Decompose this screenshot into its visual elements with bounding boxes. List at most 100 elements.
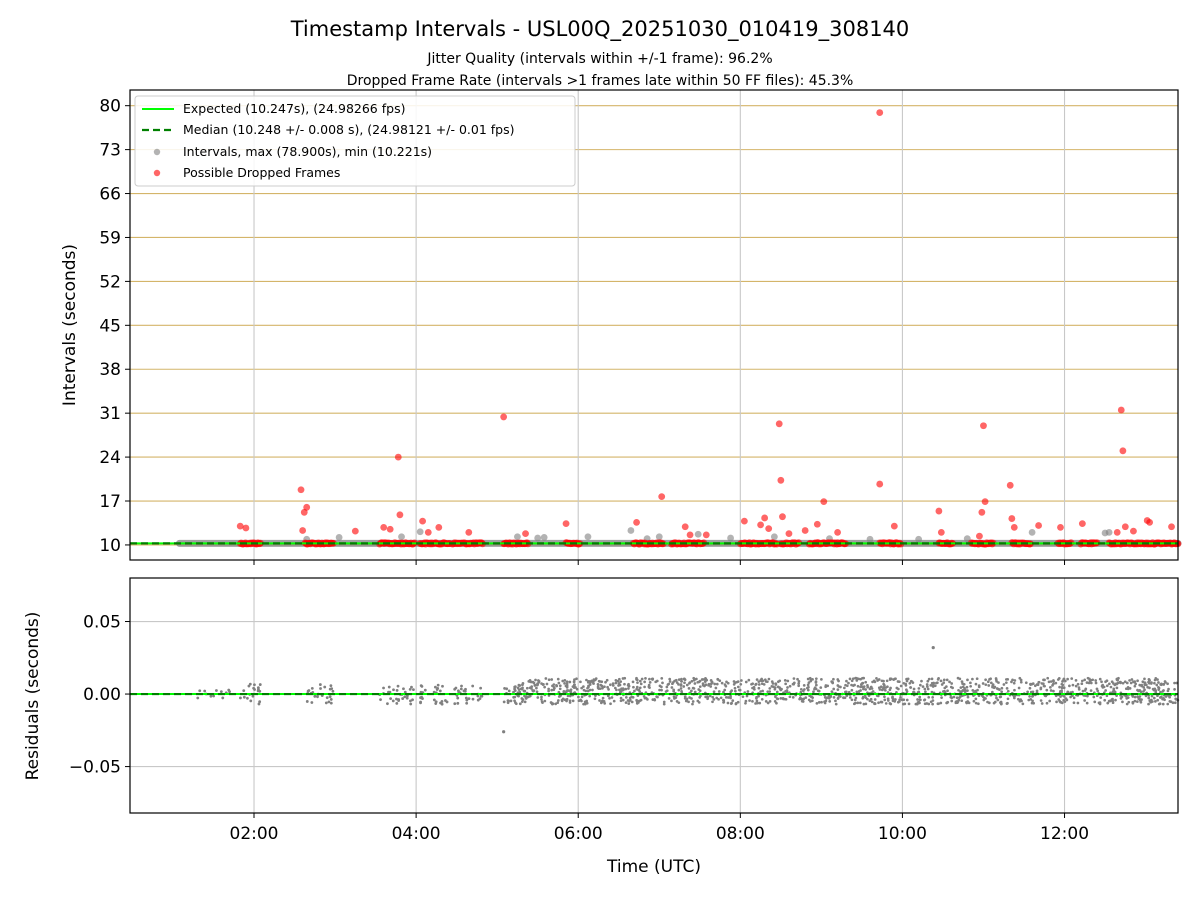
residual-point <box>893 700 897 703</box>
residual-point <box>918 701 921 705</box>
residual-point <box>1057 677 1061 680</box>
residual-point <box>972 699 976 703</box>
residual-point <box>668 680 672 683</box>
residual-point <box>520 700 524 703</box>
residuals-grid <box>130 578 1178 813</box>
residual-point <box>609 702 612 706</box>
residual-point <box>850 683 853 687</box>
dropped-frame-point <box>380 523 388 531</box>
residual-point <box>1125 681 1129 685</box>
residual-point <box>971 677 974 681</box>
residual-point <box>916 698 919 701</box>
chart-subtitle-dropped: Dropped Frame Rate (intervals >1 frames … <box>347 73 854 89</box>
residual-point <box>844 690 848 694</box>
residual-point <box>877 701 880 705</box>
residual-point <box>814 681 818 684</box>
residual-point <box>905 679 909 683</box>
x-tick-label: 06:00 <box>554 824 603 844</box>
residual-point <box>1115 686 1119 690</box>
residual-point <box>884 688 887 692</box>
residual-point <box>945 678 949 682</box>
residual-point <box>1100 680 1103 684</box>
residual-point <box>984 683 988 687</box>
residual-point <box>832 677 835 681</box>
residual-point <box>580 686 584 690</box>
residual-point <box>462 689 466 693</box>
residual-point <box>937 676 940 680</box>
intervals-y-tick-label: 80 <box>99 97 121 117</box>
residual-point <box>1155 683 1159 687</box>
residual-point <box>509 699 513 703</box>
residual-point <box>757 683 761 686</box>
residual-point <box>929 683 933 687</box>
residual-point <box>635 687 638 691</box>
residual-point <box>899 695 902 699</box>
residual-point <box>729 690 733 694</box>
residual-point <box>1031 690 1035 694</box>
residual-point <box>1111 690 1115 694</box>
residual-point <box>950 682 954 685</box>
residual-point <box>682 677 686 681</box>
residual-point <box>568 699 572 703</box>
residual-point <box>1019 698 1023 701</box>
residual-point <box>1133 695 1137 699</box>
residual-point <box>456 696 460 700</box>
dropped-frame-point <box>1113 528 1121 536</box>
residual-point <box>410 685 413 689</box>
residual-point <box>1086 676 1090 680</box>
residual-point <box>701 683 705 687</box>
interval-point <box>655 533 663 541</box>
residual-point <box>558 687 562 691</box>
residual-point <box>1031 694 1035 698</box>
dropped-frame-point <box>1010 523 1018 531</box>
residual-point <box>806 683 810 687</box>
residual-point <box>1072 701 1076 705</box>
residual-point <box>864 680 868 684</box>
residual-point <box>995 696 998 700</box>
residual-point <box>905 698 909 702</box>
residual-point <box>219 690 223 693</box>
chart-title: Timestamp Intervals - USL00Q_20251030_01… <box>290 17 910 42</box>
residual-point <box>987 684 991 687</box>
residuals-y-tick-label: −0.05 <box>69 758 121 778</box>
residual-point <box>637 701 640 704</box>
residual-point <box>930 690 934 694</box>
residual-point <box>1062 695 1066 698</box>
legend-expected-label: Expected (10.247s), (24.98266 fps) <box>183 101 405 116</box>
residual-point <box>868 687 872 691</box>
residual-point <box>528 686 532 690</box>
residual-point <box>598 687 602 691</box>
residual-point <box>1107 682 1111 686</box>
residual-point <box>815 683 818 687</box>
residual-point <box>1137 689 1140 693</box>
residual-point <box>563 682 566 685</box>
residual-point <box>774 695 777 699</box>
residual-point <box>820 700 823 704</box>
residual-point <box>1000 686 1004 690</box>
residual-point <box>929 700 933 704</box>
dropped-frame-point <box>765 525 773 533</box>
residual-point <box>850 688 854 692</box>
residual-point <box>957 688 960 692</box>
residual-point <box>1076 701 1080 705</box>
residual-point <box>599 701 603 705</box>
residual-point <box>888 702 892 705</box>
residual-point <box>396 684 400 688</box>
residual-point <box>626 684 630 687</box>
residual-point <box>729 694 732 698</box>
residual-point <box>1069 695 1072 699</box>
residual-point <box>1066 690 1070 694</box>
residual-point <box>1147 678 1151 682</box>
residual-point <box>1143 677 1146 681</box>
residual-point <box>1083 678 1087 682</box>
residual-point <box>565 684 569 688</box>
dropped-frame-point <box>522 530 529 538</box>
residual-point <box>1089 689 1093 692</box>
residual-point <box>1157 685 1160 689</box>
residual-point <box>591 688 594 692</box>
residual-point <box>476 694 480 698</box>
residual-point <box>706 697 709 701</box>
residual-point <box>638 686 642 690</box>
residual-point <box>687 700 690 704</box>
residual-point <box>925 685 929 689</box>
